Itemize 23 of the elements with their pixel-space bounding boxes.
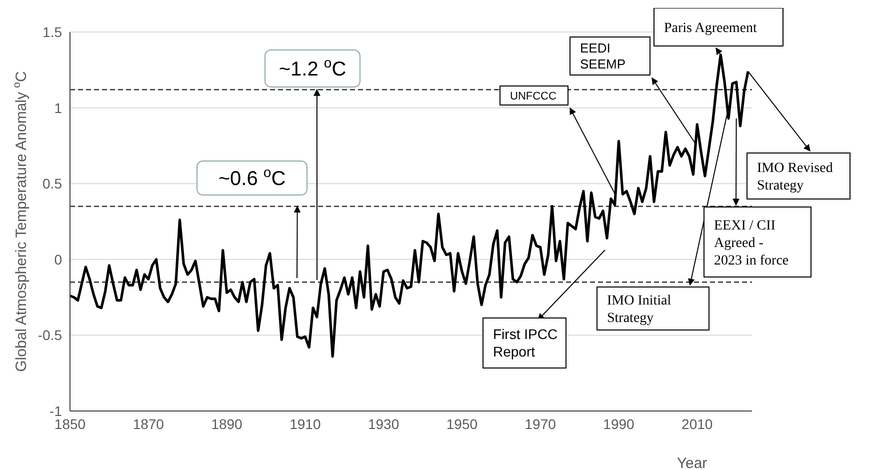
x-tick-label: 1890 — [211, 416, 243, 432]
annotation: UNFCCC — [510, 90, 556, 102]
x-tick-label: 2010 — [682, 416, 713, 432]
y-tick-label: 1.5 — [42, 24, 62, 40]
annotation: First IPCC Report — [493, 326, 558, 360]
x-tick-label: 1970 — [524, 416, 556, 432]
x-tick-label: 1870 — [132, 416, 164, 432]
annotation: Paris Agreement — [664, 20, 758, 36]
annotation: ~1.2 $^{o}$C — [278, 54, 346, 80]
x-tick-label: 1930 — [368, 416, 400, 432]
annotation: IMO Initial Strategy — [607, 294, 672, 326]
y-tick-label: -0.5 — [38, 327, 62, 344]
x-tick-label: 1950 — [446, 416, 478, 432]
annotation: ~0.6 $^{o}$C — [218, 164, 286, 190]
x-tick-label: 1910 — [290, 416, 321, 432]
y-tick-label: 0.5 — [42, 176, 62, 192]
y-tick-label: 1 — [54, 100, 62, 116]
y-tick-label: 0 — [54, 251, 62, 268]
x-axis-title: Year — [676, 455, 708, 470]
annotation: IMO Revised Strategy — [757, 161, 833, 194]
annotation: EEXI / CII Agreed - 2023 in force — [714, 218, 789, 268]
annotation: EEDI SEEMP — [580, 40, 626, 72]
x-tick-label: 1990 — [603, 416, 635, 432]
